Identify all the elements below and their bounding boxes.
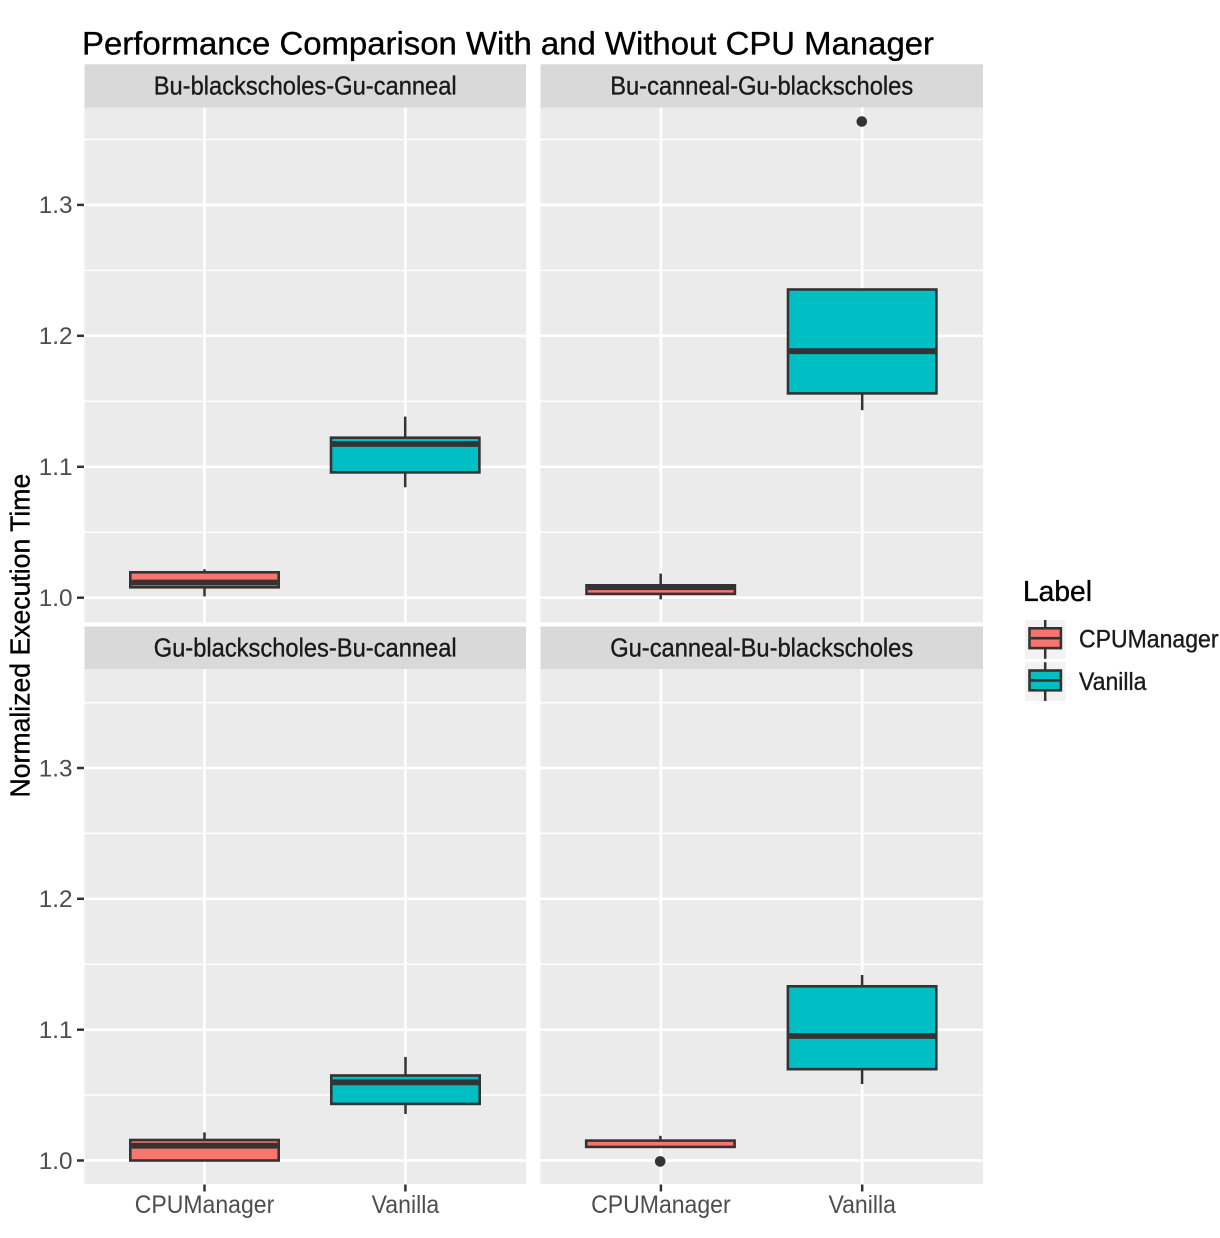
svg-text:Normalized Execution Time: Normalized Execution Time [4, 474, 35, 798]
svg-text:Vanilla: Vanilla [828, 1192, 896, 1219]
svg-text:1.2: 1.2 [39, 323, 73, 350]
svg-text:1.2: 1.2 [39, 886, 73, 913]
svg-text:CPUManager: CPUManager [135, 1192, 275, 1219]
svg-text:Performance Comparison With an: Performance Comparison With and Without … [82, 26, 934, 62]
svg-text:1.3: 1.3 [39, 192, 73, 219]
svg-text:CPUManager: CPUManager [1079, 627, 1219, 654]
svg-text:1.1: 1.1 [39, 1017, 73, 1044]
svg-text:Gu-blackscholes-Bu-canneal: Gu-blackscholes-Bu-canneal [154, 635, 457, 663]
svg-text:1.0: 1.0 [39, 585, 73, 612]
svg-text:Bu-blackscholes-Gu-canneal: Bu-blackscholes-Gu-canneal [154, 73, 457, 101]
svg-text:Bu-canneal-Gu-blackscholes: Bu-canneal-Gu-blackscholes [610, 73, 913, 101]
svg-text:Vanilla: Vanilla [372, 1192, 440, 1219]
svg-text:Gu-canneal-Bu-blackscholes: Gu-canneal-Bu-blackscholes [610, 635, 913, 663]
svg-text:1.0: 1.0 [39, 1148, 73, 1175]
svg-text:Label: Label [1023, 575, 1092, 607]
svg-text:CPUManager: CPUManager [591, 1192, 731, 1219]
svg-text:1.3: 1.3 [39, 755, 73, 782]
svg-text:Vanilla: Vanilla [1079, 669, 1147, 696]
svg-text:1.1: 1.1 [39, 454, 73, 481]
